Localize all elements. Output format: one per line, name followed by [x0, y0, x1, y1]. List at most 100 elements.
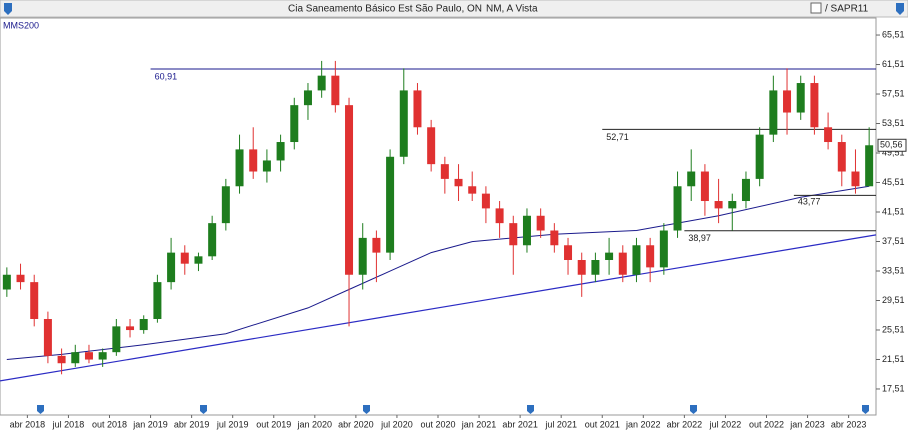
candle-body: [57, 355, 66, 364]
candle-body: [783, 90, 792, 113]
candle-body: [317, 75, 326, 91]
moving-average: [6, 185, 870, 360]
y-tick-label: 57,51: [882, 88, 905, 98]
x-tick-label: out 2021: [585, 419, 620, 429]
candle-body: [235, 149, 244, 187]
candle-body: [468, 186, 477, 194]
candle-body: [372, 237, 381, 253]
candle-body: [591, 260, 600, 275]
candle-body: [386, 156, 395, 253]
event-marker: [862, 405, 869, 414]
last-price-label: 50,56: [880, 140, 903, 150]
candle-body: [673, 186, 682, 231]
candle-body: [358, 237, 367, 275]
candle-body: [43, 318, 52, 356]
candle-body: [84, 352, 93, 360]
level-label: 52,71: [606, 132, 629, 142]
x-tick-label: out 2020: [420, 419, 455, 429]
x-tick-label: abr 2020: [338, 419, 374, 429]
x-tick-label: jul 2021: [544, 419, 577, 429]
y-tick-label: 33,51: [882, 265, 905, 275]
candle-body: [522, 215, 531, 246]
candle-body: [112, 326, 121, 353]
header-bar: [0, 0, 908, 18]
candle-body: [180, 252, 189, 264]
x-tick-label: jan 2021: [461, 419, 497, 429]
event-marker: [363, 405, 370, 414]
level-label: 60,91: [155, 71, 178, 81]
candle-body: [440, 164, 449, 179]
candle-body: [810, 83, 819, 128]
candle-body: [276, 142, 285, 161]
candle-body: [262, 160, 271, 172]
candle-body: [221, 186, 230, 224]
candle-body: [290, 105, 299, 143]
candle-body: [30, 282, 39, 319]
x-tick-label: out 2019: [256, 419, 291, 429]
plot-area: [0, 17, 877, 416]
candle-body: [303, 90, 312, 106]
header-icon: [896, 3, 904, 15]
event-markers: [37, 405, 869, 414]
x-tick-label: out 2022: [749, 419, 784, 429]
candle-body: [126, 326, 135, 331]
candle-body: [536, 215, 545, 231]
y-tick-label: 45,51: [882, 177, 905, 187]
x-tick-label: jul 2020: [380, 419, 413, 429]
candle-body: [632, 245, 641, 275]
x-tick-label: abr 2019: [174, 419, 210, 429]
checkbox[interactable]: [810, 2, 822, 14]
event-marker: [200, 405, 207, 414]
candle-body: [659, 230, 668, 268]
level-label: 43,77: [798, 197, 821, 207]
candle-body: [139, 318, 148, 331]
x-tick-label: abr 2022: [667, 419, 703, 429]
y-tick-label: 37,51: [882, 236, 905, 246]
y-tick-label: 29,51: [882, 295, 905, 305]
x-tick-label: jul 2018: [52, 419, 85, 429]
candle-body: [741, 178, 750, 202]
level-label: 38,97: [688, 233, 711, 243]
x-tick-label: jan 2019: [132, 419, 168, 429]
candle-body: [167, 252, 176, 283]
candle-body: [550, 230, 559, 246]
x-tick-label: jul 2022: [709, 419, 742, 429]
event-marker: [37, 405, 44, 414]
candle-body: [728, 201, 737, 209]
x-tick-label: out 2018: [92, 419, 127, 429]
candle-body: [646, 245, 655, 268]
candle-body: [16, 274, 25, 283]
candle-body: [605, 252, 614, 261]
candle-body: [98, 352, 107, 360]
title: Cia Saneamento Básico Est São Paulo, ON: [288, 4, 482, 15]
indicator-label: MMS200: [3, 20, 39, 30]
header-icon: [4, 3, 12, 15]
x-tick-label: abr 2018: [10, 419, 46, 429]
candle-body: [249, 149, 258, 172]
x-tick-label: abr 2023: [831, 419, 867, 429]
x-tick-label: jul 2019: [216, 419, 249, 429]
x-tick-label: abr 2021: [502, 419, 538, 429]
candle-body: [824, 127, 833, 143]
candle-body: [714, 201, 723, 209]
event-marker: [690, 405, 697, 414]
candle-body: [208, 223, 217, 257]
candle-body: [755, 134, 764, 179]
y-tick-label: 65,51: [882, 29, 905, 39]
candle-body: [194, 256, 203, 264]
y-tick-label: 17,51: [882, 383, 905, 393]
candle-body: [769, 90, 778, 135]
candle-body: [509, 223, 518, 246]
x-tick-label: jan 2023: [789, 419, 825, 429]
y-tick-label: 53,51: [882, 118, 905, 128]
candle-body: [687, 171, 696, 187]
candle-body: [345, 105, 354, 275]
trend-line: [0, 234, 877, 382]
event-marker: [527, 405, 534, 414]
candle-body: [564, 245, 573, 261]
candle-body: [700, 171, 709, 202]
candle-body: [851, 171, 860, 187]
candle-body: [2, 274, 11, 290]
candle-body: [481, 193, 490, 209]
